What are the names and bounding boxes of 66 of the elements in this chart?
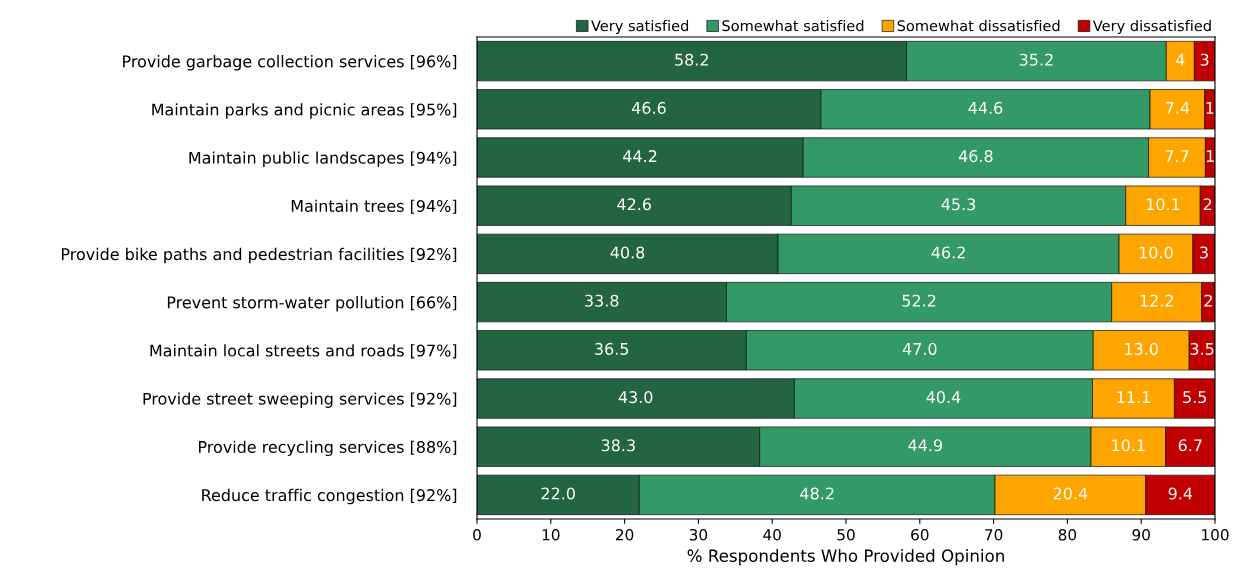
data-label: 43.0 bbox=[618, 391, 653, 404]
data-label: 36.5 bbox=[595, 342, 629, 355]
data-label: 33.8 bbox=[585, 294, 619, 307]
data-label: 46.6 bbox=[631, 101, 666, 114]
y-tick-label: Reduce traffic congestion [92%] bbox=[202, 488, 457, 505]
data-label: 47.0 bbox=[902, 342, 937, 355]
data-label: 48.2 bbox=[800, 487, 834, 500]
data-label: 13.0 bbox=[1125, 342, 1158, 355]
x-tick-label: 10 bbox=[542, 528, 560, 541]
data-label: 3 bbox=[1200, 53, 1209, 66]
x-tick-label: 30 bbox=[689, 528, 708, 541]
legend-label: Somewhat satisfied bbox=[722, 19, 864, 32]
x-tick-label: 90 bbox=[1132, 528, 1150, 541]
data-label: 3.5 bbox=[1190, 342, 1214, 355]
data-label: 22.0 bbox=[541, 487, 575, 500]
data-label: 1 bbox=[1206, 150, 1214, 162]
y-tick-label: Provide bike paths and pedestrian facilities [92%] bbox=[61, 247, 457, 264]
data-label: 40.8 bbox=[610, 246, 645, 259]
y-tick-label: Provide street sweeping services [92%] bbox=[143, 392, 457, 408]
x-tick-label: 80 bbox=[1058, 528, 1077, 541]
data-label: 42.6 bbox=[617, 198, 651, 211]
legend-label: Very satisfied bbox=[591, 19, 689, 35]
data-label: 20.4 bbox=[1053, 487, 1088, 500]
y-tick-label: Maintain public landscapes [94%] bbox=[189, 151, 457, 167]
data-label: 7.7 bbox=[1165, 150, 1189, 162]
legend-label: Very dissatisfied bbox=[1092, 19, 1211, 35]
x-tick-label: 20 bbox=[616, 528, 634, 541]
data-label: 52.2 bbox=[902, 294, 936, 307]
y-tick-label: Provide garbage collection services [96%] bbox=[123, 55, 457, 71]
data-label: 5.5 bbox=[1183, 391, 1207, 404]
data-label: 38.3 bbox=[601, 439, 635, 452]
data-label: 58.2 bbox=[675, 53, 708, 66]
data-label: 7.4 bbox=[1165, 102, 1190, 114]
x-tick-label: 100 bbox=[1202, 528, 1229, 541]
data-label: 2 bbox=[1204, 294, 1212, 307]
y-tick-label: Maintain trees [94%] bbox=[291, 199, 457, 214]
data-label: 4 bbox=[1176, 53, 1185, 66]
data-label: 46.8 bbox=[958, 150, 993, 163]
data-label: 46.2 bbox=[931, 246, 965, 259]
data-label: 10.1 bbox=[1112, 439, 1145, 452]
data-label: 45.3 bbox=[941, 198, 976, 211]
data-label: 35.2 bbox=[1019, 53, 1053, 66]
x-tick-label: 50 bbox=[837, 528, 855, 541]
data-label: 10.1 bbox=[1146, 198, 1180, 211]
data-label: 11.1 bbox=[1117, 391, 1150, 403]
y-tick-label: Provide recycling services [88%] bbox=[199, 440, 457, 457]
legend-label: Somewhat dissatisfied bbox=[897, 19, 1060, 32]
x-tick-label: 0 bbox=[473, 528, 481, 541]
data-label: 44.6 bbox=[968, 101, 1003, 114]
data-label: 3 bbox=[1200, 246, 1208, 259]
x-tick-label: 70 bbox=[985, 528, 1003, 541]
y-tick-label: Maintain parks and picnic areas [95%] bbox=[152, 103, 457, 119]
data-label: 10.0 bbox=[1139, 246, 1173, 259]
y-tick-label: Maintain local streets and roads [97%] bbox=[150, 344, 457, 359]
data-label: 44.9 bbox=[908, 439, 942, 452]
data-label: 12.2 bbox=[1140, 294, 1173, 307]
data-label: 1 bbox=[1206, 102, 1214, 114]
data-label: 44.2 bbox=[623, 150, 657, 162]
x-tick-label: 60 bbox=[911, 528, 929, 541]
data-label: 2 bbox=[1203, 198, 1212, 211]
data-label: 6.7 bbox=[1178, 439, 1202, 452]
data-label: 40.4 bbox=[926, 391, 961, 404]
y-tick-label: Prevent storm-water pollution [66%] bbox=[167, 296, 457, 312]
x-tick-label: 40 bbox=[763, 528, 781, 541]
x-axis-title: % Respondents Who Provided Opinion bbox=[687, 549, 1004, 566]
data-label: 9.4 bbox=[1168, 487, 1193, 500]
